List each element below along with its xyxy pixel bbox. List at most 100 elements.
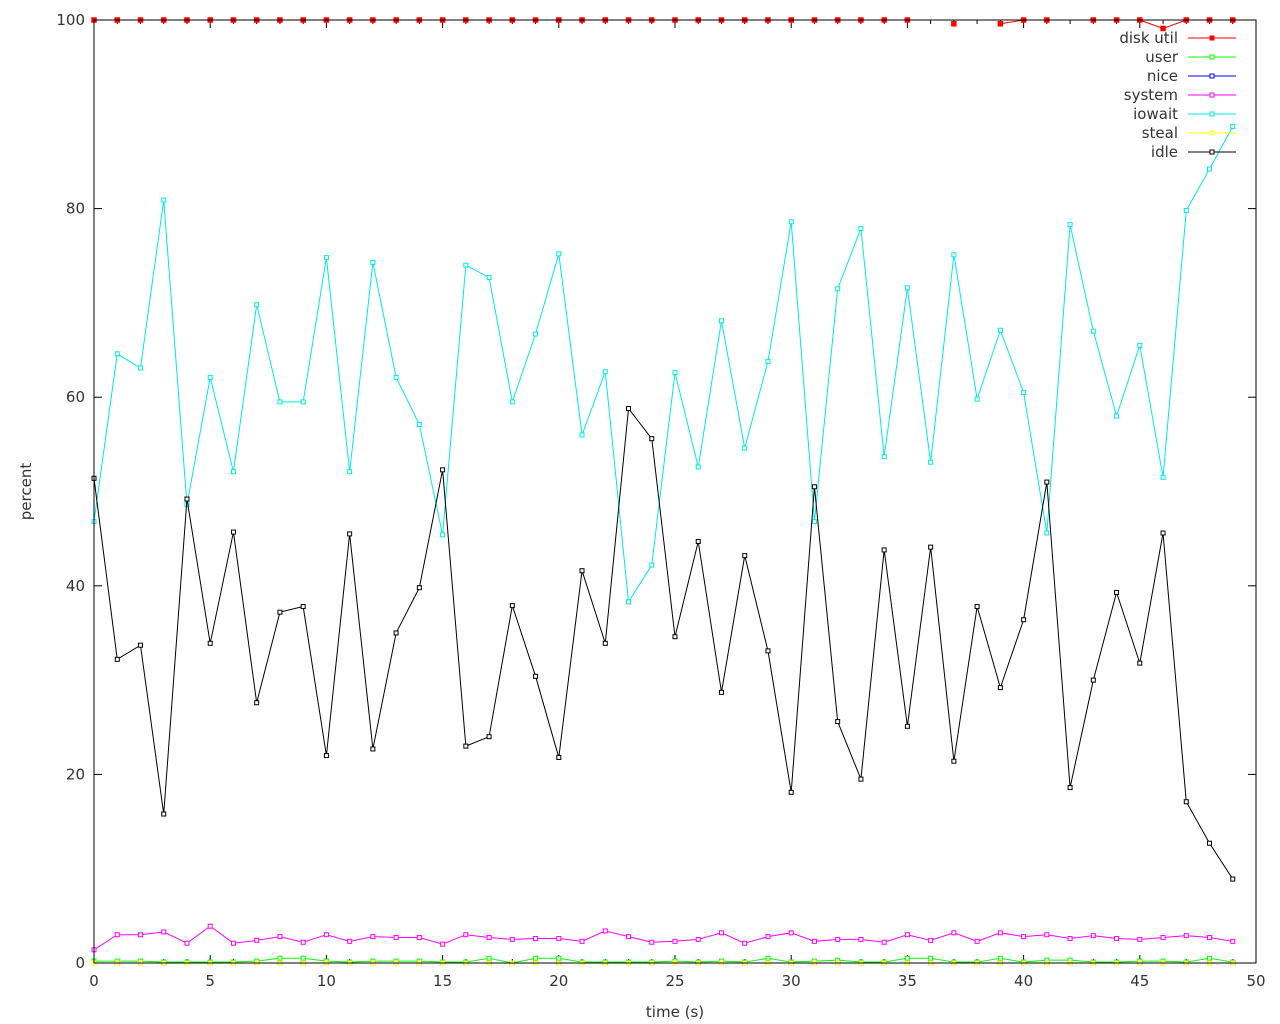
data-point xyxy=(626,599,632,605)
data-point xyxy=(835,719,841,725)
data-point xyxy=(556,935,562,941)
data-point xyxy=(137,365,143,371)
x-axis-label: time (s) xyxy=(646,1003,704,1021)
data-point xyxy=(672,634,678,640)
series-user xyxy=(91,955,1236,966)
data-point xyxy=(672,370,678,376)
data-point xyxy=(1183,799,1189,805)
data-point xyxy=(533,673,539,679)
data-point xyxy=(1044,932,1050,938)
data-point xyxy=(1183,207,1189,213)
data-point xyxy=(463,262,469,268)
legend-label: user xyxy=(1145,48,1179,66)
data-point xyxy=(509,603,515,609)
data-point xyxy=(230,529,236,535)
data-point xyxy=(1044,530,1050,536)
data-point xyxy=(1230,876,1236,882)
data-point xyxy=(974,604,980,610)
data-point xyxy=(904,285,910,291)
data-point xyxy=(347,938,353,944)
data-point xyxy=(997,685,1003,691)
data-point xyxy=(486,955,492,961)
data-point xyxy=(765,934,771,940)
data-point xyxy=(928,459,934,465)
data-point xyxy=(858,225,864,231)
data-point xyxy=(579,938,585,944)
data-point xyxy=(486,935,492,941)
series-line-idle xyxy=(93,407,1234,880)
data-point xyxy=(556,251,562,257)
legend-entry-iowait: iowait xyxy=(1133,105,1236,123)
data-point xyxy=(928,955,934,961)
x-tick-label: 5 xyxy=(205,972,215,990)
legend-marker xyxy=(1209,149,1215,155)
data-point xyxy=(602,928,608,934)
data-point xyxy=(277,955,283,961)
data-point xyxy=(1090,677,1096,683)
data-point xyxy=(486,274,492,280)
x-tick-label: 25 xyxy=(665,972,684,990)
data-point xyxy=(161,811,167,817)
data-point xyxy=(161,197,167,203)
data-point xyxy=(765,358,771,364)
data-point xyxy=(533,935,539,941)
data-point xyxy=(184,940,190,946)
legend-entry-idle: idle xyxy=(1151,143,1236,161)
data-point xyxy=(951,758,957,764)
data-point xyxy=(161,929,167,935)
data-point xyxy=(997,955,1003,961)
data-point xyxy=(1090,933,1096,939)
data-point xyxy=(1067,935,1073,941)
data-point xyxy=(928,937,934,943)
legend-entry-user: user xyxy=(1145,48,1236,66)
data-point xyxy=(347,531,353,537)
legend-label: steal xyxy=(1142,124,1178,142)
data-point xyxy=(602,369,608,375)
series-line-system xyxy=(93,925,1233,951)
data-point xyxy=(858,936,864,942)
data-point xyxy=(1207,166,1213,172)
data-point xyxy=(300,399,306,405)
legend-label: nice xyxy=(1147,67,1178,85)
data-point xyxy=(463,743,469,749)
series-layer xyxy=(91,17,1236,966)
data-point xyxy=(370,259,376,265)
data-point xyxy=(1067,222,1073,228)
data-point xyxy=(1137,660,1143,666)
data-point xyxy=(602,640,608,646)
data-point xyxy=(207,374,213,380)
x-tick-label: 0 xyxy=(89,972,99,990)
data-point xyxy=(811,484,817,490)
data-point xyxy=(300,604,306,610)
data-point xyxy=(416,585,422,591)
data-point xyxy=(323,753,329,759)
data-point xyxy=(695,936,701,942)
data-point xyxy=(370,934,376,940)
data-point xyxy=(626,934,632,940)
data-point xyxy=(904,932,910,938)
data-point xyxy=(811,519,817,525)
data-point xyxy=(718,318,724,324)
data-point xyxy=(904,723,910,729)
data-point xyxy=(951,252,957,258)
x-tick-label: 15 xyxy=(433,972,452,990)
data-point xyxy=(881,939,887,945)
y-axis-label: percent xyxy=(17,463,35,521)
data-point xyxy=(416,422,422,428)
y-tick-label: 20 xyxy=(66,765,85,783)
data-point xyxy=(393,630,399,636)
data-point xyxy=(1160,935,1166,941)
legend-label: iowait xyxy=(1133,105,1178,123)
data-point xyxy=(1137,342,1143,348)
data-point xyxy=(114,656,120,662)
data-point xyxy=(811,938,817,944)
data-point xyxy=(393,935,399,941)
data-point xyxy=(974,938,980,944)
data-point xyxy=(393,374,399,380)
x-tick-label: 40 xyxy=(1014,972,1033,990)
data-point xyxy=(765,648,771,654)
data-point xyxy=(974,396,980,402)
series-line-user xyxy=(94,957,1233,964)
data-point xyxy=(1067,785,1073,791)
